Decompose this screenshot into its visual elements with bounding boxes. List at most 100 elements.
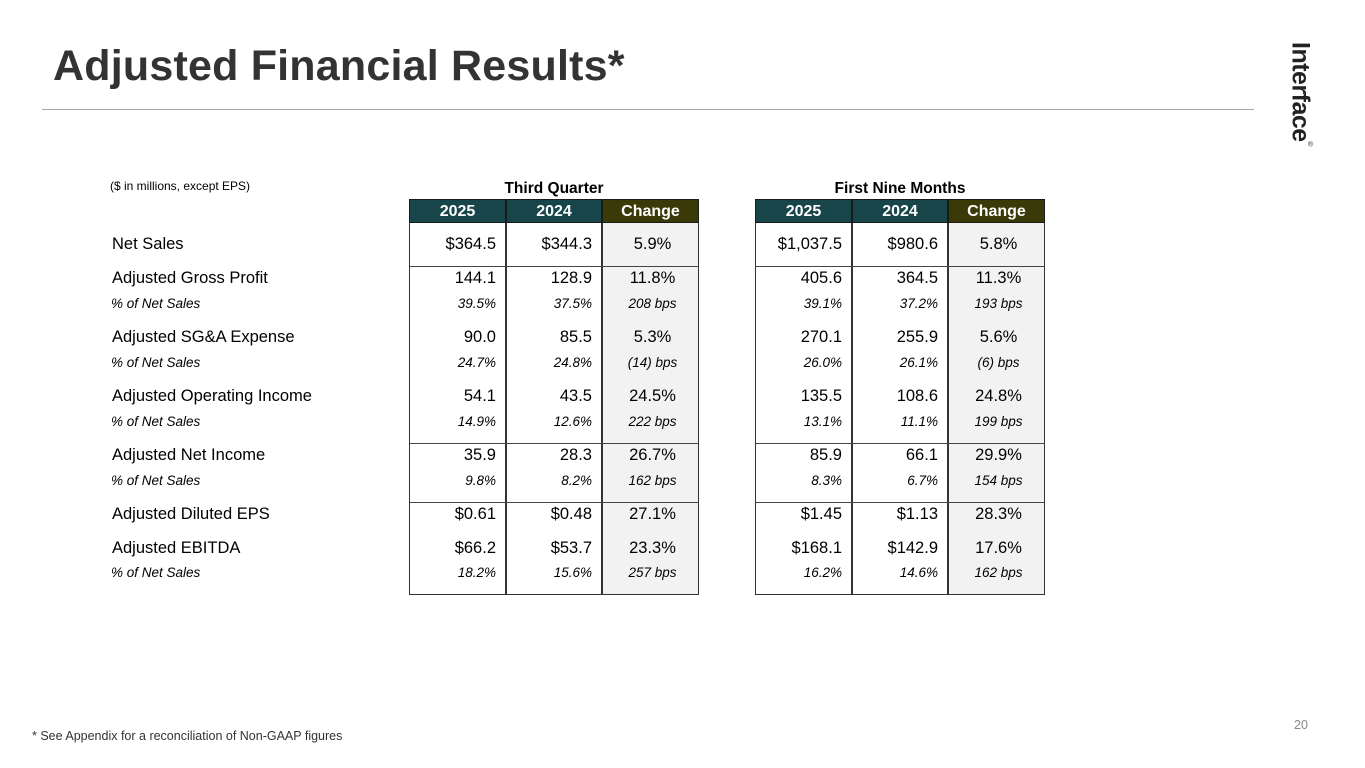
row-label: Adjusted Gross Profit [112,269,268,287]
units-note: ($ in millions, except EPS) [110,179,251,193]
row-divider [755,443,1045,444]
value-cell: 270.1 [800,328,842,346]
year-column: $344.3 128.9 37.5% 85.5 24.8% 43.5 12.6% 28.3 8.… [506,223,602,595]
row-label: Adjusted Diluted EPS [112,505,270,523]
row-sublabel: % of Net Sales [111,565,201,580]
value-cell: $0.48 [550,505,592,523]
year-column: $1,037.5 405.6 39.1% 270.1 26.0% 135.5 13.1% 85… [755,223,852,595]
row-sublabel: % of Net Sales [111,296,201,311]
percent-cell: 15.6% [553,565,592,580]
value-cell: 5.9% [633,235,672,253]
value-cell: 5.3% [633,328,672,346]
header-year: 2025 [755,199,852,223]
year-column: $980.6 364.5 37.2% 255.9 26.1% 108.6 11.1% 66.1… [852,223,948,595]
footnote: * See Appendix for a reconciliation of N… [32,729,343,743]
header-change: Change [602,199,699,223]
row-divider [755,266,1045,267]
percent-cell: 18.2% [457,565,496,580]
value-cell: 85.5 [559,328,592,346]
value-cell: 11.8% [629,269,676,287]
percent-cell: 162 bps [974,565,1023,580]
percent-cell: 208 bps [628,296,677,311]
header-year: 2024 [506,199,602,223]
value-cell: $142.9 [887,539,938,557]
title-divider [42,109,1254,110]
row-label: Net Sales [112,235,184,253]
value-cell: 29.9% [975,446,1022,464]
percent-cell: 8.3% [811,473,842,488]
percent-cell: 12.6% [553,414,592,429]
page-title: Adjusted Financial Results* [53,42,625,90]
value-cell: 90.0 [463,328,496,346]
value-cell: $1,037.5 [777,235,842,253]
percent-cell: 26.1% [899,355,938,370]
header-year: 2025 [409,199,506,223]
percent-cell: 39.1% [803,296,842,311]
percent-cell: 6.7% [907,473,938,488]
percent-cell: 11.1% [900,414,938,429]
value-cell: 43.5 [559,387,592,405]
percent-cell: 16.2% [803,565,842,580]
row-divider [409,266,699,267]
change-column: 5.8% 11.3% 193 bps 5.6% (6) bps 24.8% 199 bps 2… [948,223,1045,595]
percent-cell: 14.6% [899,565,938,580]
percent-cell: 14.9% [457,414,496,429]
percent-cell: 193 bps [974,296,1023,311]
percent-cell: 13.1% [803,414,842,429]
row-sublabel: % of Net Sales [111,473,201,488]
value-cell: 24.8% [975,387,1022,405]
row-label: Adjusted SG&A Expense [112,328,295,346]
change-column: 5.9% 11.8% 208 bps 5.3% (14) bps 24.5% 222 bps… [602,223,699,595]
value-cell: 5.6% [979,328,1018,346]
percent-cell: 222 bps [628,414,677,429]
row-divider [755,502,1045,503]
percent-cell: 37.5% [553,296,592,311]
row-sublabel: % of Net Sales [111,414,201,429]
value-cell: $0.61 [454,505,496,523]
percent-cell: 154 bps [974,473,1023,488]
value-cell: 108.6 [896,387,938,405]
value-cell: $1.45 [800,505,842,523]
row-label: Adjusted Operating Income [112,387,312,405]
value-cell: 144.1 [454,269,496,287]
value-cell: 24.5% [629,387,676,405]
registered-mark: ® [1307,141,1314,149]
percent-cell: 257 bps [628,565,677,580]
value-cell: 28.3 [559,446,592,464]
logo-text: Interface [1286,42,1315,142]
percent-cell: 26.0% [803,355,842,370]
value-cell: 5.8% [979,235,1018,253]
value-cell: 11.3% [975,269,1022,287]
row-label: Adjusted EBITDA [112,539,241,557]
value-cell: 54.1 [463,387,496,405]
value-cell: $980.6 [887,235,938,253]
percent-cell: 162 bps [628,473,677,488]
percent-cell: 9.8% [465,473,496,488]
block-title: First Nine Months [834,180,966,197]
header-change: Change [948,199,1045,223]
value-cell: 66.1 [905,446,938,464]
value-cell: $168.1 [791,539,842,557]
percent-cell: 39.5% [457,296,496,311]
interface-logo: Interface® [1287,42,1323,166]
value-cell: 28.3% [975,505,1022,523]
value-cell: 128.9 [550,269,592,287]
percent-cell: 37.2% [899,296,938,311]
percent-cell: 8.2% [561,473,592,488]
value-cell: $53.7 [550,539,592,557]
value-cell: 27.1% [629,505,676,523]
value-cell: 364.5 [896,269,938,287]
value-cell: $344.3 [541,235,592,253]
value-cell: 26.7% [629,446,676,464]
block-title: Third Quarter [504,180,604,197]
percent-cell: (14) bps [627,355,678,370]
value-cell: 85.9 [809,446,842,464]
value-cell: 23.3% [629,539,676,557]
value-cell: 17.6% [975,539,1022,557]
value-cell: 35.9 [463,446,496,464]
page-number: 20 [1294,718,1308,732]
value-cell: 135.5 [800,387,842,405]
row-divider [409,502,699,503]
value-cell: $66.2 [454,539,496,557]
percent-cell: (6) bps [977,355,1020,370]
